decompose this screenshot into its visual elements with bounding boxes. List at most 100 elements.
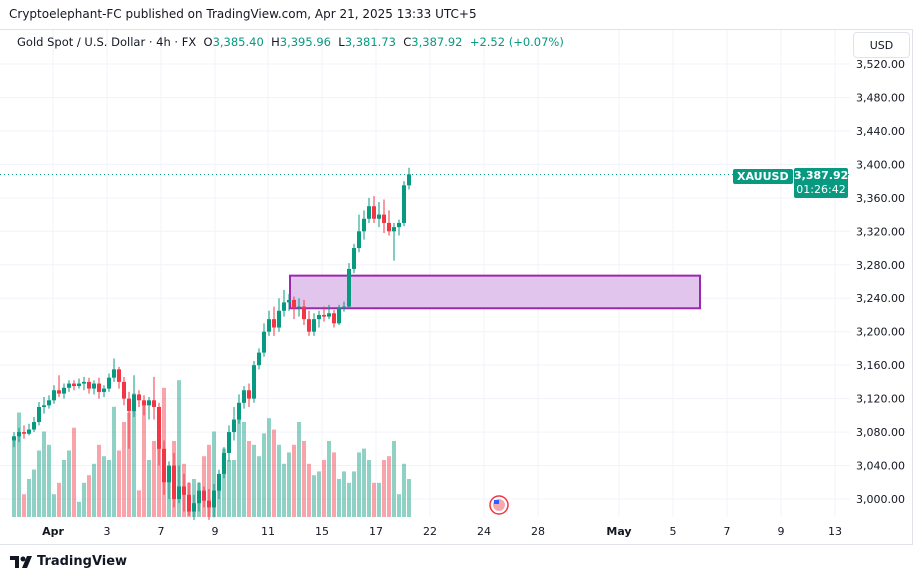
candle [197,482,201,512]
candle-body [122,381,126,399]
ticker-badge: XAUUSD [733,169,793,184]
candle [32,417,36,433]
volume-bar [77,501,81,517]
candle-body [57,390,61,394]
candle [127,391,131,449]
volume-bar [267,418,271,517]
candle [117,366,121,389]
candle-body [407,174,411,186]
volume-bar [47,444,51,517]
volume-bar [232,460,236,517]
candle-body [397,222,401,228]
candle-body [177,486,181,499]
candle-body [272,319,276,328]
candle [332,309,336,328]
candle [187,482,191,516]
volume-bar [382,460,386,517]
bar-countdown: 01:26:42 [796,183,846,196]
candle-body [42,405,46,407]
volume-bar [72,427,76,517]
candle-body [17,432,21,437]
candle [337,304,341,325]
volume-bar [302,441,306,517]
candle-body [282,302,286,311]
candle-body [52,390,56,401]
volume-bar [17,412,21,517]
volume-bar [67,450,71,517]
candle-body [197,490,201,504]
candle [317,310,321,328]
candle [232,406,236,441]
candle [272,306,276,336]
supply-demand-zone [289,274,701,310]
candle-body [162,448,166,483]
x-tick-label: 17 [369,525,383,538]
change-value: +2.52 (+0.07%) [469,35,564,49]
candle-body [212,490,216,508]
chart-frame [0,29,913,545]
candle [122,376,126,406]
candle [397,219,401,236]
candle [242,386,246,409]
candle-body [367,206,371,219]
volume-bar [42,431,46,517]
candle [387,210,391,236]
open-value: 3,385.40 [212,35,264,49]
candle [67,380,71,392]
volume-bar [342,471,346,517]
candle [237,394,241,424]
flag-canton [494,500,499,504]
volume-bar [147,460,151,517]
candle [97,377,101,399]
footer-brand: TradingView [37,554,128,569]
candle-body [362,218,366,232]
candle-body [87,381,91,389]
candle-body [217,473,221,491]
volume-bar [367,460,371,517]
candle-body [72,383,76,387]
volume-bar [52,494,56,517]
tradingview-logo-icon [10,555,32,568]
candle-body [12,436,16,441]
candle [227,425,231,462]
y-tick-label: 3,400.00 [856,158,905,171]
candle [367,197,371,223]
volume-bar [122,422,126,517]
candle [177,465,181,504]
candle [297,298,301,317]
candle-body [107,377,111,389]
candle [172,452,176,508]
candle-body [227,432,231,453]
candle [287,294,291,311]
candle [347,263,351,309]
volume-bar [272,429,276,517]
candle-body [312,319,316,332]
symbol-title[interactable]: Gold Spot / U.S. Dollar · 4h · FX [17,35,197,49]
y-tick-label: 3,120.00 [856,393,905,406]
candle [207,488,211,520]
candle-body [307,319,311,332]
candle [277,298,281,332]
candle [182,473,186,512]
candle-body [327,313,331,317]
candle [157,402,161,466]
low-label: L [338,35,345,49]
symbol-legend: Gold Spot / U.S. Dollar · 4h · FX O3,385… [17,35,564,49]
volume-bar [152,441,156,517]
candle-body [357,231,361,249]
x-tick-label: 5 [670,525,677,538]
volume-bar [92,463,96,517]
x-tick-label: 7 [158,525,165,538]
y-tick-label: 3,440.00 [856,125,905,138]
y-tick-label: 3,080.00 [856,426,905,439]
currency-button[interactable]: USD [853,32,910,58]
volume-bar [317,471,321,517]
candle-body [387,222,391,232]
volume-bar [347,482,351,517]
candle-body [167,465,171,483]
volume-bar [332,452,336,517]
tradingview-logo[interactable]: TradingView [10,554,127,569]
volume-bar [307,463,311,517]
volume-bar [247,441,251,517]
